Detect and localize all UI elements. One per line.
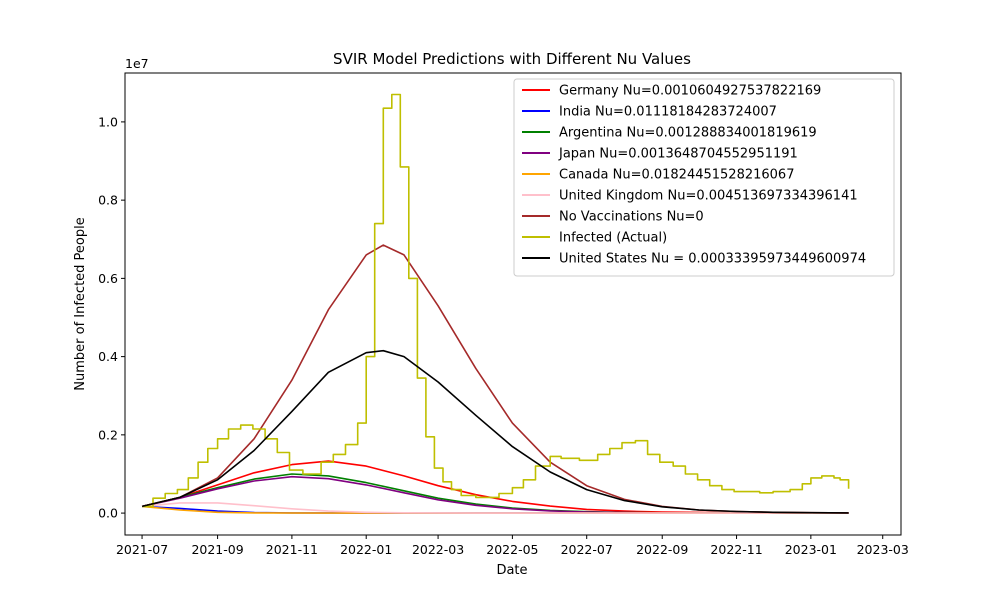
legend-entry-6: No Vaccinations Nu=0: [559, 210, 704, 225]
legend-entry-2: Argentina Nu=0.001288834001819619: [559, 126, 817, 141]
x-tick-label-4: 2022-03: [412, 542, 464, 557]
x-tick-label-8: 2022-11: [710, 542, 762, 557]
x-tick-label-2: 2021-11: [266, 542, 318, 557]
x-tick-label-7: 2022-09: [636, 542, 688, 557]
legend-entry-7: Infected (Actual): [559, 231, 667, 246]
x-tick-label-3: 2022-01: [340, 542, 392, 557]
legend-entry-4: Canada Nu=0.01824451528216067: [559, 168, 794, 183]
x-tick-label-9: 2023-01: [785, 542, 837, 557]
y-tick-label-5: 1.0: [98, 114, 118, 129]
legend-entry-1: India Nu=0.01118184283724007: [559, 105, 777, 120]
y-tick-label-0: 0.0: [98, 506, 118, 521]
x-tick-label-6: 2022-07: [561, 542, 613, 557]
y-tick-label-2: 0.4: [98, 349, 118, 364]
series-line-7: [142, 93, 850, 508]
x-tick-label-10: 2023-03: [857, 542, 909, 557]
x-axis-label: Date: [496, 563, 527, 578]
legend-box: [513, 78, 895, 277]
y-axis-label: Number of Infected People: [73, 217, 88, 390]
plot-area-frame: [124, 72, 902, 536]
legend-entry-3: Japan Nu=0.0013648704552951191: [558, 147, 798, 162]
y-tick-label-4: 0.8: [98, 193, 118, 208]
legend-entry-5: United Kingdom Nu=0.004513697334396141: [559, 189, 858, 204]
y-tick-label-3: 0.6: [98, 271, 118, 286]
y-axis-ticks: 0.0 0.2 0.4 0.6 0.8 1.0: [98, 114, 125, 521]
plot-series: [141, 93, 850, 514]
legend-entry-8: United States Nu = 0.0003339597344960097…: [559, 252, 866, 267]
x-tick-label-0: 2021-07: [116, 542, 168, 557]
x-tick-label-1: 2021-09: [191, 542, 243, 557]
legend: Germany Nu=0.0010604927537822169 India Nu…: [513, 78, 895, 277]
series-line-5: [142, 502, 849, 514]
y-axis-offset-label: 1e7: [125, 56, 149, 71]
series-line-8: [141, 349, 849, 514]
y-tick-label-1: 0.2: [98, 427, 118, 442]
chart-title: SVIR Model Predictions with Different Nu…: [333, 50, 691, 68]
x-tick-label-5: 2022-05: [486, 542, 538, 557]
legend-entry-0: Germany Nu=0.0010604927537822169: [559, 84, 821, 99]
x-axis-ticks: 2021-07 2021-09 2021-11 2022-01 2022-03 2022-…: [116, 535, 909, 557]
